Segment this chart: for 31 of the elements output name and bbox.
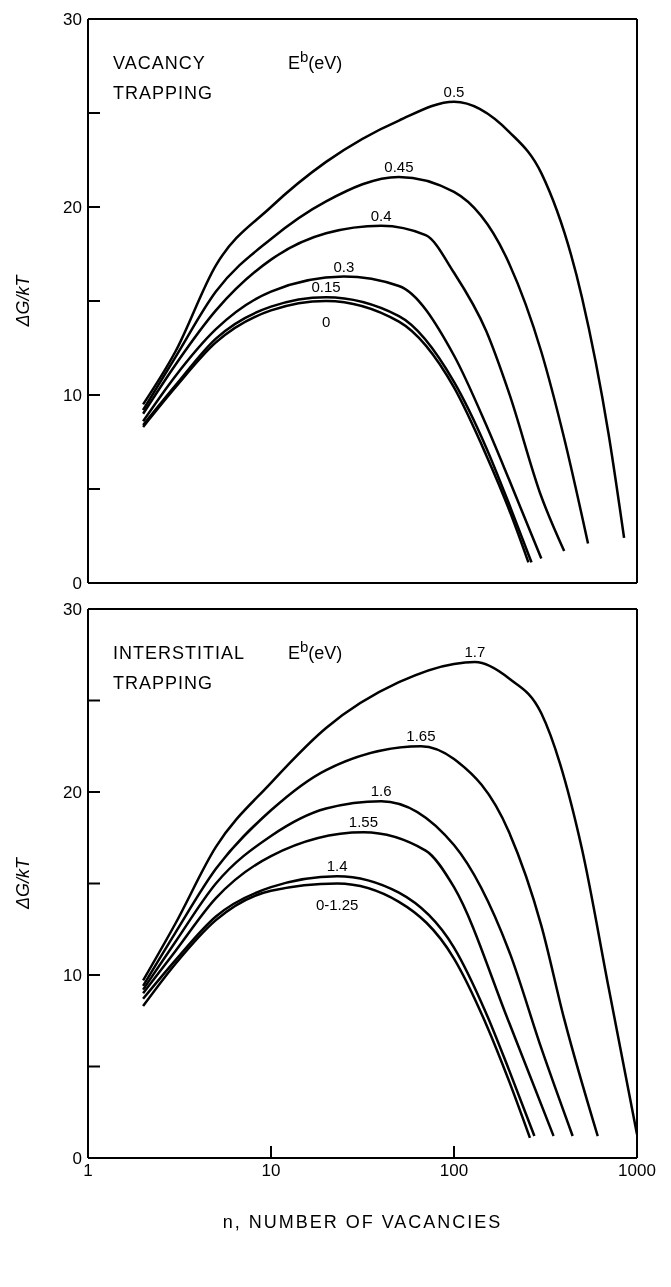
legend-title: E$^{b}$(eV) bbox=[288, 48, 343, 74]
series-label: 0.45 bbox=[384, 157, 414, 175]
annotation: VACANCY TRAPPING bbox=[113, 52, 214, 105]
x-tick-label: 100 bbox=[439, 1161, 469, 1181]
series-label: 1.7 bbox=[464, 643, 486, 661]
series-label: 0.5 bbox=[443, 82, 465, 100]
y-axis-title: ΔG/kT bbox=[13, 273, 34, 328]
y-tick-label: 0 bbox=[72, 574, 82, 594]
series-label: 0.3 bbox=[333, 257, 355, 275]
y-tick-label: 10 bbox=[63, 386, 82, 406]
y-tick-label: 0 bbox=[72, 1149, 82, 1169]
series-label: 1.6 bbox=[370, 782, 392, 800]
x-tick-label: 1000 bbox=[618, 1161, 656, 1181]
x-tick-label: 10 bbox=[261, 1161, 281, 1181]
y-axis-title: ΔG/kT bbox=[13, 855, 34, 911]
y-tick-label: 20 bbox=[63, 198, 82, 218]
series-label: 0 bbox=[321, 313, 331, 330]
x-axis-title: n, NUMBER OF VACANCIES bbox=[222, 1212, 503, 1232]
y-tick-label: 30 bbox=[63, 10, 82, 30]
x-tick-label: 1 bbox=[83, 1161, 93, 1181]
y-tick-label: 20 bbox=[63, 783, 82, 803]
series-label: 0.15 bbox=[311, 278, 341, 296]
series-label: 0-1.25 bbox=[315, 895, 359, 913]
series-label: 0.4 bbox=[370, 206, 392, 224]
annotation: INTERSTITIAL TRAPPING bbox=[113, 642, 246, 695]
series-label: 1.4 bbox=[326, 857, 348, 875]
y-tick-label: 30 bbox=[63, 600, 82, 620]
series-label: 1.55 bbox=[348, 813, 379, 831]
series-label: 1.65 bbox=[406, 727, 436, 745]
y-tick-label: 10 bbox=[63, 966, 82, 986]
legend-title: E$^{b}$(eV) bbox=[288, 638, 343, 664]
